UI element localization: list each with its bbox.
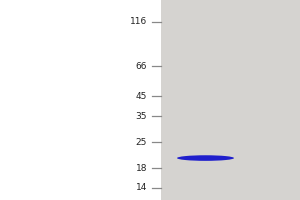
Text: 35: 35 xyxy=(136,112,147,121)
Ellipse shape xyxy=(177,155,234,161)
Text: 25: 25 xyxy=(136,138,147,147)
Text: 14: 14 xyxy=(136,184,147,192)
Text: 18: 18 xyxy=(136,164,147,173)
Text: 66: 66 xyxy=(136,62,147,71)
Bar xyxy=(160,0,300,200)
Text: 45: 45 xyxy=(136,92,147,101)
Text: 116: 116 xyxy=(130,17,147,26)
